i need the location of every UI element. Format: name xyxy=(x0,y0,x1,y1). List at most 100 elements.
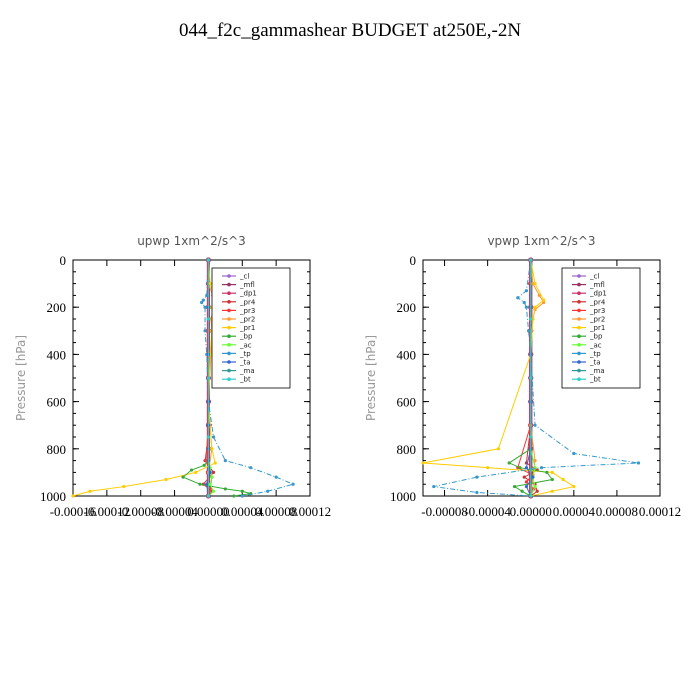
data-point xyxy=(232,494,236,498)
legend-marker xyxy=(227,317,231,321)
data-point xyxy=(545,470,549,474)
data-point xyxy=(122,484,126,489)
legend-entry: _cl xyxy=(239,273,249,281)
legend-marker xyxy=(577,300,581,304)
data-point xyxy=(213,461,217,465)
x-tick-label: -0.00008 xyxy=(117,504,164,519)
data-point xyxy=(194,470,198,474)
legend-entry: _ac xyxy=(589,341,602,349)
legend-entry: _bp xyxy=(589,333,603,341)
y-tick-label: 0 xyxy=(410,253,417,268)
data-point xyxy=(198,482,202,486)
legend-entry: _bt xyxy=(239,376,251,384)
legend-marker xyxy=(227,325,231,330)
legend-marker xyxy=(577,274,581,278)
data-point xyxy=(531,475,535,479)
data-point xyxy=(524,289,529,293)
x-tick-label: -0.00016 xyxy=(50,504,97,519)
data-point xyxy=(211,435,216,439)
legend-entry: _ac xyxy=(239,341,252,349)
data-point xyxy=(71,494,75,498)
data-point xyxy=(533,484,537,489)
data-point xyxy=(529,317,533,321)
data-point xyxy=(249,466,253,470)
data-point xyxy=(206,376,211,380)
y-tick-label: 800 xyxy=(397,442,417,457)
legend-marker xyxy=(577,334,581,339)
data-point xyxy=(266,489,270,493)
data-point xyxy=(522,300,526,305)
legend-entry: _pr1 xyxy=(589,324,605,332)
x-tick-label: 0.00000 xyxy=(510,504,552,519)
data-point xyxy=(88,489,92,493)
data-point xyxy=(535,489,539,493)
series-line xyxy=(72,259,216,497)
data-point xyxy=(206,317,211,321)
data-point xyxy=(529,494,533,498)
legend-marker xyxy=(577,368,581,373)
legend-marker xyxy=(227,291,231,296)
legend-entry: _pr2 xyxy=(239,316,255,324)
y-tick-label: 400 xyxy=(397,347,417,362)
y-tick-label: 0 xyxy=(60,253,67,268)
y-tick-label: 800 xyxy=(47,442,67,457)
legend-entry: _pr3 xyxy=(239,307,255,315)
legend-marker xyxy=(227,343,231,347)
data-point xyxy=(533,305,537,309)
data-point xyxy=(526,329,531,333)
legend-marker xyxy=(577,308,581,313)
data-point xyxy=(206,435,211,439)
legend-entry: _pr4 xyxy=(239,298,256,306)
data-point xyxy=(512,484,517,489)
y-tick-label: 400 xyxy=(47,347,67,362)
data-point xyxy=(223,487,227,491)
legend-marker xyxy=(227,360,231,364)
data-point xyxy=(524,466,529,470)
legend-entry: _ta xyxy=(589,359,601,367)
data-point xyxy=(542,300,546,305)
legend-entry: _pr3 xyxy=(589,307,605,315)
page-title: 044_f2c_gammashear BUDGET at250E,-2N xyxy=(178,20,522,41)
data-point xyxy=(507,461,511,465)
data-point xyxy=(572,451,576,456)
data-point xyxy=(550,477,554,482)
legend-entry: _dp1 xyxy=(239,290,257,298)
legend-marker xyxy=(227,282,231,287)
data-point xyxy=(206,258,211,262)
x-tick-label: -0.00012 xyxy=(84,504,131,519)
data-point xyxy=(240,489,244,493)
data-point xyxy=(208,487,212,491)
x-tick-label: 0.00000 xyxy=(187,504,229,519)
y-tick-label: 600 xyxy=(397,395,417,410)
legend-entry: _tp xyxy=(589,350,601,358)
legend-marker xyxy=(227,300,231,304)
series-bt xyxy=(206,258,211,498)
legend-marker xyxy=(227,351,231,356)
legend-entry: _pr4 xyxy=(589,298,606,306)
legend-marker xyxy=(577,360,581,364)
legend-entry: _mfl xyxy=(239,281,255,289)
x-tick-label: -0.00004 xyxy=(151,504,198,519)
chart-panel-upwp: upwp 1xm^2/s^3 Pressure [hPa] 0 200 400 600 80… xyxy=(14,234,331,519)
y-tick-label: 200 xyxy=(47,300,67,315)
y-tick-label: 1000 xyxy=(40,489,66,504)
legend-marker xyxy=(227,308,231,313)
data-point xyxy=(524,480,529,484)
plot-title: vpwp 1xm^2/s^3 xyxy=(487,234,595,248)
data-point xyxy=(205,482,209,486)
legend-marker xyxy=(577,291,581,296)
legend-marker xyxy=(577,317,581,321)
data-point xyxy=(524,484,529,489)
legend-marker xyxy=(227,368,231,373)
legend-marker xyxy=(577,377,581,382)
legend-marker xyxy=(227,334,231,339)
legend-entry: _bp xyxy=(239,333,253,341)
series-pr1 xyxy=(71,258,217,498)
data-point xyxy=(223,459,227,463)
legend-entry: _ma xyxy=(239,367,255,375)
data-point xyxy=(522,475,526,479)
data-point xyxy=(636,461,641,465)
x-tick-label: 0.00008 xyxy=(596,504,638,519)
data-point xyxy=(208,470,212,474)
